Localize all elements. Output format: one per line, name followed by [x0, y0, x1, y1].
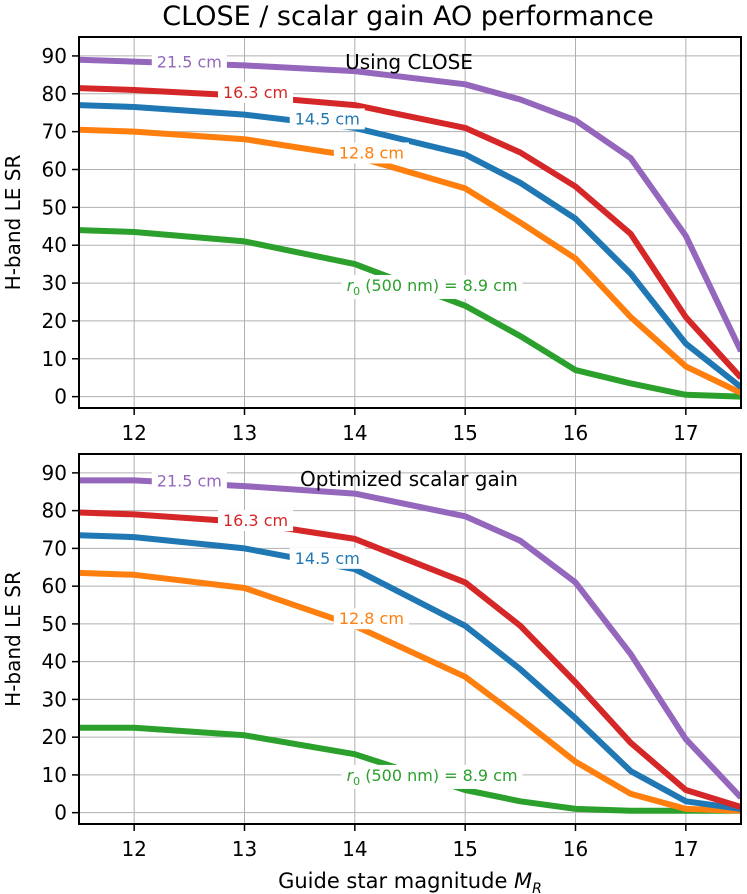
- inline-label: 14.5 cm: [289, 547, 365, 569]
- y-tick-label: 90: [42, 461, 67, 485]
- inline-label: 21.5 cm: [151, 470, 227, 492]
- axes-frame: [78, 36, 742, 409]
- y-tick-label: 10: [42, 347, 67, 371]
- y-tick-label: 40: [42, 650, 67, 674]
- series-line-16-3-cm: [79, 85, 741, 380]
- y-tick-label: 10: [42, 763, 67, 787]
- x-axis-label-sub: R: [532, 881, 542, 894]
- inline-label: 21.5 cm: [151, 51, 227, 73]
- inline-label-text: 14.5 cm: [295, 549, 360, 568]
- inline-label-text: r0 (500 nm) = 8.9 cm: [347, 276, 518, 298]
- inline-label-bg: [333, 142, 409, 164]
- inline-label-sub: 0: [353, 775, 360, 788]
- inline-label-bg: [333, 608, 409, 630]
- y-tick-label: 30: [42, 687, 67, 711]
- y-tick-label: 50: [42, 612, 67, 636]
- inline-label: 12.8 cm: [333, 142, 409, 164]
- axes-frame: [78, 453, 742, 825]
- inline-label-bg: [151, 470, 227, 492]
- inline-label: r0 (500 nm) = 8.9 cm: [341, 764, 523, 789]
- series-line-21-5-cm: [79, 56, 741, 353]
- inline-label: 16.3 cm: [217, 510, 294, 532]
- inline-label-r: r: [347, 276, 355, 295]
- inline-label-rest: (500 nm) = 8.9 cm: [360, 766, 517, 785]
- x-tick-label: 13: [232, 837, 257, 861]
- panel-title: Using CLOSE: [345, 50, 473, 74]
- y-tick-label: 20: [42, 725, 67, 749]
- y-tick-label: 30: [42, 271, 67, 295]
- x-tick-label: 14: [342, 837, 367, 861]
- inline-label-text: 21.5 cm: [157, 53, 222, 72]
- y-tick-label: 20: [42, 309, 67, 333]
- y-tick-label: 0: [54, 801, 67, 825]
- x-tick-label: 14: [342, 421, 367, 445]
- inline-label-text: 21.5 cm: [157, 471, 222, 490]
- series-line-12-8-cm: [79, 569, 741, 814]
- x-axis-label-var: M: [514, 869, 532, 893]
- y-tick-label: 60: [42, 158, 67, 182]
- series-line-14-5-cm: [79, 102, 741, 390]
- inline-label-bg: [341, 274, 523, 299]
- inline-label-text: 12.8 cm: [339, 143, 404, 162]
- y-tick-label: 80: [42, 82, 67, 106]
- inline-label-text: 12.8 cm: [339, 609, 404, 628]
- x-tick-label: 16: [563, 421, 588, 445]
- inline-label-sub: 0: [353, 285, 360, 298]
- series-line-12-8-cm: [79, 126, 741, 396]
- inline-label: 12.8 cm: [333, 608, 409, 630]
- y-tick-label: 80: [42, 499, 67, 523]
- inline-label-bg: [151, 51, 227, 73]
- x-tick-label: 17: [673, 421, 698, 445]
- inline-label-text: 14.5 cm: [295, 109, 360, 128]
- y-tick-label: 0: [54, 385, 67, 409]
- series-lines: [79, 56, 741, 400]
- x-tick-label: 12: [121, 421, 146, 445]
- x-tick-label: 15: [452, 421, 477, 445]
- inline-label-text: r0 (500 nm) = 8.9 cm: [347, 766, 518, 788]
- series-lines: [79, 477, 741, 814]
- inline-label-bg: [217, 81, 294, 103]
- inline-label: 16.3 cm: [217, 81, 294, 103]
- y-tick-label: 60: [42, 574, 67, 598]
- x-tick-label: 12: [121, 837, 146, 861]
- x-axis-label: Guide star magnitude MR: [278, 869, 542, 894]
- y-tick-label: 50: [42, 195, 67, 219]
- y-axis-label: H-band LE SR: [1, 155, 25, 291]
- series-line-8-9-cm: [79, 227, 741, 400]
- inline-label-text: 16.3 cm: [223, 511, 288, 530]
- inline-label: r0 (500 nm) = 8.9 cm: [341, 274, 523, 299]
- inline-label-bg: [289, 547, 365, 569]
- inline-label-bg: [217, 510, 294, 532]
- y-tick-label: 70: [42, 536, 67, 560]
- y-axis-label: H-band LE SR: [1, 571, 25, 707]
- inline-label-text: 16.3 cm: [223, 83, 288, 102]
- inline-label-bg: [289, 108, 365, 130]
- inline-label-bg: [341, 764, 523, 789]
- inline-label: 14.5 cm: [289, 108, 365, 130]
- x-tick-label: 15: [452, 837, 477, 861]
- series-line-8-9-cm: [79, 724, 741, 814]
- inline-label-r: r: [347, 766, 355, 785]
- y-tick-label: 40: [42, 233, 67, 257]
- series-line-14-5-cm: [79, 532, 741, 812]
- x-tick-label: 13: [232, 421, 257, 445]
- y-tick-label: 70: [42, 120, 67, 144]
- x-tick-label: 16: [563, 837, 588, 861]
- x-tick-label: 17: [673, 837, 698, 861]
- y-tick-label: 90: [42, 44, 67, 68]
- inline-label-rest: (500 nm) = 8.9 cm: [360, 276, 517, 295]
- series-line-16-3-cm: [79, 509, 741, 810]
- x-axis-label-main: Guide star magnitude: [278, 869, 514, 893]
- panel-title: Optimized scalar gain: [300, 467, 518, 491]
- figure-title: CLOSE / scalar gain AO performance: [162, 1, 653, 32]
